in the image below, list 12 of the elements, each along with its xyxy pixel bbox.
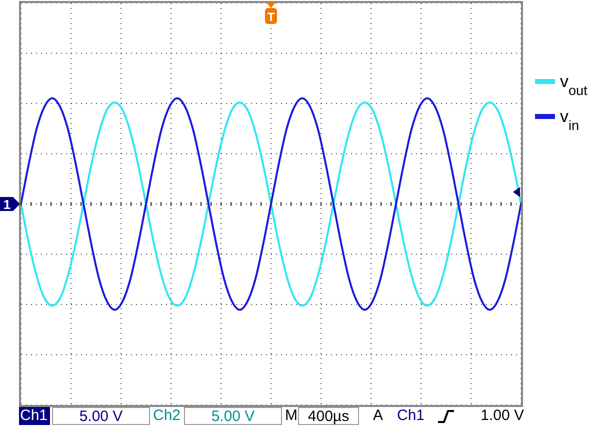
- text: 1.00 V: [480, 407, 524, 425]
- text: M: [284, 407, 298, 425]
- text: A: [372, 407, 384, 425]
- text: Ch1: [396, 407, 426, 425]
- channel-marker: 1: [0, 197, 20, 212]
- text: 5.00 V: [184, 407, 282, 425]
- legend-label: v$_{out}$: [560, 72, 588, 98]
- text: Ch2: [152, 407, 182, 425]
- legend-label: v$_{in}$: [560, 107, 580, 132]
- text: Ch1: [19, 407, 50, 425]
- text: 5.00 V: [52, 407, 150, 425]
- text: 400µs: [298, 407, 359, 425]
